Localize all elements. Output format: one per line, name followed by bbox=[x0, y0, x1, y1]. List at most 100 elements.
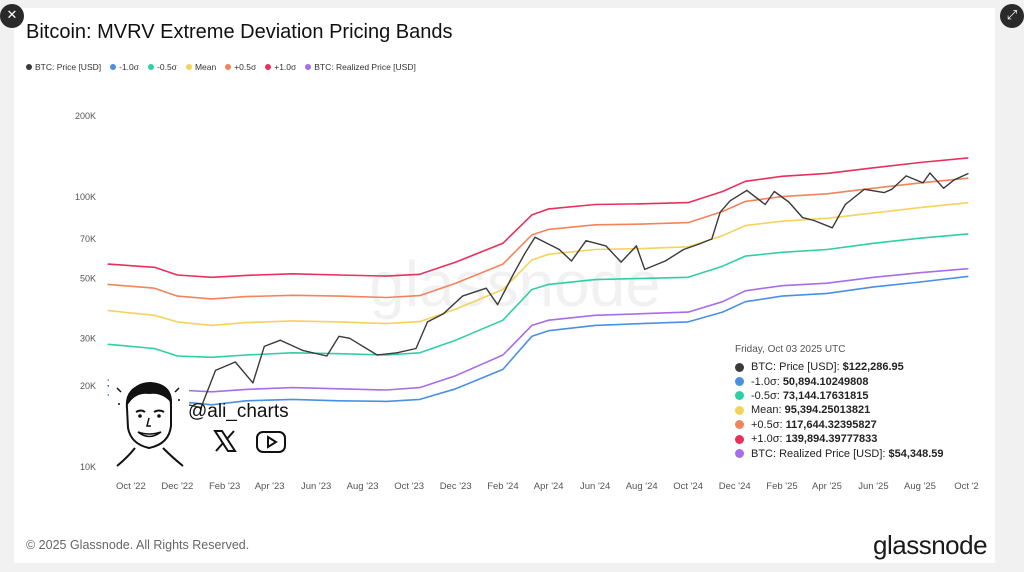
legend-item-realized[interactable]: BTC: Realized Price [USD] bbox=[305, 62, 416, 72]
data-point-realized bbox=[919, 272, 921, 274]
legend-label: +1.0σ bbox=[274, 62, 297, 72]
data-point-price bbox=[415, 347, 417, 350]
data-point-mean bbox=[502, 288, 504, 291]
data-point-realized bbox=[107, 379, 109, 381]
legend-item-plus1[interactable]: +1.0σ bbox=[265, 62, 296, 72]
data-point-price bbox=[485, 287, 487, 289]
x-tick-label: Oct '24 bbox=[673, 481, 703, 492]
data-point-plus1 bbox=[419, 273, 421, 275]
data-point-price bbox=[905, 175, 907, 177]
data-point-plus1 bbox=[687, 202, 689, 204]
data-point-minus1 bbox=[291, 398, 294, 400]
x-tick-label: Oct '2 bbox=[954, 481, 979, 492]
y-tick-label: 10K bbox=[80, 462, 96, 472]
tooltip-dot bbox=[735, 449, 744, 459]
data-point-minus1 bbox=[872, 286, 875, 288]
data-point-plus1 bbox=[211, 276, 213, 278]
tooltip-value: 117,644.32395827 bbox=[785, 418, 877, 431]
data-point-price bbox=[764, 203, 766, 206]
legend-item-minus05[interactable]: -0.5σ bbox=[148, 62, 177, 72]
data-point-price bbox=[558, 248, 560, 251]
legend-item-price[interactable]: BTC: Price [USD] bbox=[26, 62, 101, 72]
data-point-minus05 bbox=[781, 251, 783, 253]
data-point-plus1 bbox=[594, 203, 596, 206]
data-point-realized bbox=[419, 387, 421, 389]
close-icon[interactable]: ✕ bbox=[0, 4, 24, 28]
tooltip-label: BTC: Realized Price [USD]: bbox=[751, 447, 886, 460]
legend-label: BTC: Realized Price [USD] bbox=[314, 62, 416, 72]
data-point-realized bbox=[291, 387, 294, 389]
data-point-plus1 bbox=[385, 275, 387, 277]
data-point-plus05 bbox=[455, 282, 457, 284]
data-point-plus1 bbox=[641, 203, 643, 205]
legend-item-mean[interactable]: Mean bbox=[185, 62, 216, 72]
data-point-plus1 bbox=[872, 167, 875, 169]
data-point-price bbox=[326, 355, 328, 357]
tooltip-dot bbox=[735, 434, 744, 444]
y-tick-label: 20K bbox=[80, 381, 96, 391]
x-tick-label: Jun '24 bbox=[580, 481, 610, 492]
data-point-minus05 bbox=[455, 339, 457, 341]
tooltip-label: Mean: bbox=[751, 404, 782, 417]
data-point-minus05 bbox=[594, 279, 596, 281]
data-point-plus1 bbox=[338, 274, 340, 276]
x-tick-label: Apr '24 bbox=[534, 481, 564, 492]
x-tick-label: Oct '23 bbox=[394, 481, 424, 492]
data-point-minus05 bbox=[176, 355, 178, 357]
x-tick-label: Feb '24 bbox=[487, 481, 518, 492]
data-point-plus1 bbox=[781, 175, 783, 177]
data-point-price bbox=[461, 295, 464, 297]
data-point-plus05 bbox=[211, 298, 213, 300]
data-point-price bbox=[746, 189, 748, 191]
data-point-realized bbox=[531, 324, 533, 326]
data-point-price bbox=[234, 361, 236, 363]
series-line-price bbox=[107, 172, 969, 409]
legend-item-minus1[interactable]: -1.0σ bbox=[110, 62, 139, 72]
data-point-plus05 bbox=[919, 182, 921, 184]
legend-item-plus05[interactable]: +0.5σ bbox=[225, 62, 256, 72]
data-point-mean bbox=[872, 212, 875, 214]
data-point-minus1 bbox=[455, 388, 457, 390]
data-point-price bbox=[214, 369, 217, 371]
legend-dot bbox=[185, 64, 192, 70]
x-tick-label: Feb '23 bbox=[209, 481, 240, 492]
x-logo-icon[interactable] bbox=[212, 428, 238, 454]
tooltip-label: BTC: Price [USD]: bbox=[751, 361, 840, 374]
data-point-plus05 bbox=[291, 294, 294, 296]
tooltip-value: 73,144.17631815 bbox=[782, 389, 869, 402]
chart-card bbox=[14, 8, 995, 563]
tooltip: Friday, Oct 03 2025 UTC BTC: Price [USD]… bbox=[735, 344, 960, 461]
brand-logo[interactable]: glassnode bbox=[873, 530, 988, 560]
x-tick-label: Aug '23 bbox=[347, 481, 379, 492]
data-point-mean bbox=[455, 308, 457, 310]
data-point-realized bbox=[211, 391, 213, 393]
data-point-mean bbox=[594, 248, 596, 251]
x-tick-label: Apr '23 bbox=[255, 481, 285, 492]
legend-dot bbox=[110, 64, 117, 70]
legend-label: -1.0σ bbox=[119, 62, 140, 72]
x-tick-label: Dec '22 bbox=[161, 481, 193, 492]
y-tick-label: 50K bbox=[80, 273, 96, 283]
data-point-realized bbox=[594, 314, 596, 316]
tooltip-label: +0.5σ: bbox=[751, 418, 783, 431]
data-point-price bbox=[943, 187, 945, 189]
data-point-plus05 bbox=[687, 222, 689, 224]
youtube-icon[interactable] bbox=[255, 430, 287, 454]
data-point-price bbox=[922, 182, 924, 184]
data-point-price bbox=[967, 173, 969, 175]
data-point-plus05 bbox=[176, 295, 178, 297]
data-point-minus1 bbox=[385, 400, 387, 402]
data-point-price bbox=[620, 261, 622, 263]
tooltip-label: -1.0σ: bbox=[751, 375, 780, 388]
data-point-price bbox=[863, 188, 865, 190]
expand-icon[interactable]: ⤢ bbox=[1000, 4, 1024, 28]
data-point-plus1 bbox=[826, 172, 828, 174]
data-point-mean bbox=[419, 321, 421, 323]
data-point-plus1 bbox=[967, 157, 969, 159]
tooltip-dot bbox=[735, 377, 744, 387]
tooltip-row: +0.5σ: 117,644.32395827 bbox=[735, 418, 960, 432]
tooltip-value: 95,394.25013821 bbox=[784, 404, 871, 417]
tooltip-row: Mean: 95,394.25013821 bbox=[735, 403, 960, 417]
x-tick-label: Dec '24 bbox=[719, 481, 751, 492]
tooltip-row: +1.0σ: 139,894.39777833 bbox=[735, 432, 960, 446]
